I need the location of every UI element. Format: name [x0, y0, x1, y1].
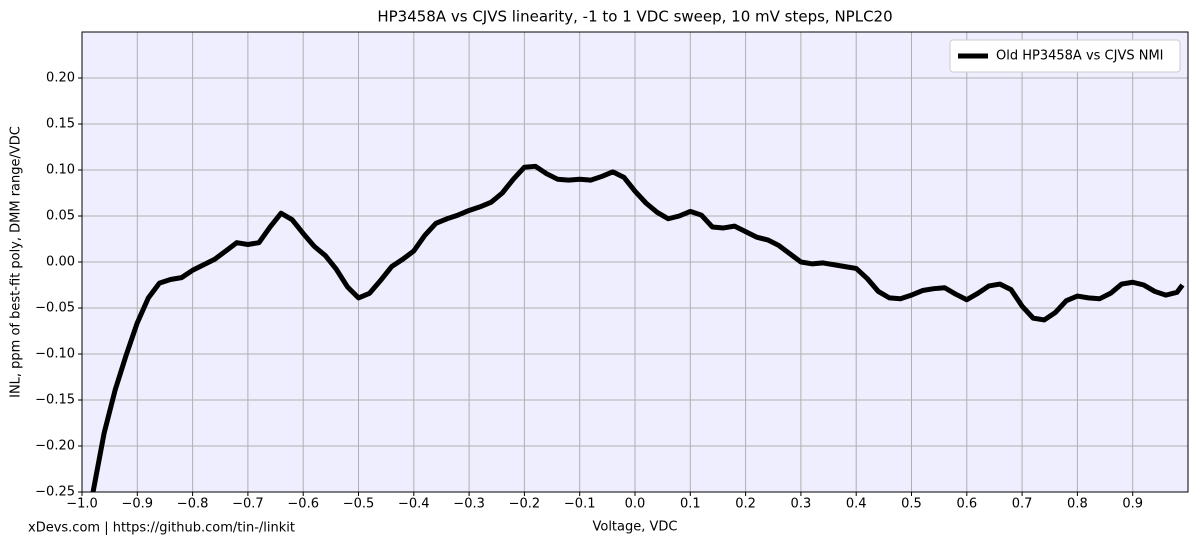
y-tick-label: 0.20	[46, 71, 75, 86]
y-axis-label: INL, ppm of best-fit poly, DMM range/VDC	[9, 126, 24, 398]
y-tick-label: 0.10	[46, 163, 75, 178]
x-tick-label: 0.0	[625, 497, 646, 512]
y-tick-label: 0.15	[46, 117, 75, 132]
x-tick-label: −0.2	[509, 497, 541, 512]
y-tick-label: −0.15	[35, 393, 75, 408]
y-tick-label: −0.25	[35, 485, 75, 500]
legend-label: Old HP3458A vs CJVS NMI	[996, 49, 1164, 64]
data-line	[90, 163, 1185, 492]
x-tick-label: 0.3	[791, 497, 812, 512]
y-tick-label: −0.05	[35, 301, 75, 316]
x-tick-label: −1.0	[66, 497, 98, 512]
x-tick-label: 0.5	[901, 497, 922, 512]
x-tick-label: 0.2	[735, 497, 756, 512]
x-tick-label: 0.4	[846, 497, 867, 512]
y-tick-label: −0.20	[35, 439, 75, 454]
x-tick-label: −0.1	[564, 497, 596, 512]
x-tick-label: 0.1	[680, 497, 701, 512]
x-tick-label: −0.7	[232, 497, 264, 512]
x-tick-label: 0.6	[956, 497, 977, 512]
y-tick-label: −0.10	[35, 347, 75, 362]
x-tick-label: −0.4	[398, 497, 430, 512]
x-tick-label: 0.7	[1012, 497, 1033, 512]
x-tick-label: 0.8	[1067, 497, 1088, 512]
y-tick-label: 0.05	[46, 209, 75, 224]
chart-title: HP3458A vs CJVS linearity, -1 to 1 VDC s…	[377, 8, 892, 26]
y-tick-label: 0.00	[46, 255, 75, 270]
x-tick-label: −0.5	[343, 497, 375, 512]
x-tick-label: −0.3	[453, 497, 485, 512]
x-tick-label: 0.9	[1122, 497, 1143, 512]
footer: xDevs.com | https://github.com/tin-/link…	[28, 521, 295, 536]
x-axis-label: Voltage, VDC	[592, 520, 677, 535]
x-tick-label: −0.8	[177, 497, 209, 512]
x-tick-label: −0.9	[122, 497, 154, 512]
plot-frame	[81, 31, 1189, 493]
x-tick-label: −0.6	[287, 497, 319, 512]
legend-box	[949, 39, 1181, 73]
